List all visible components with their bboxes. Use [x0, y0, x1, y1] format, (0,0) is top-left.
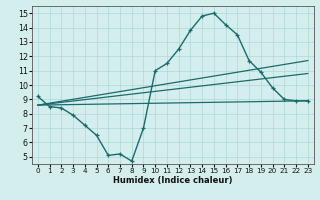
- X-axis label: Humidex (Indice chaleur): Humidex (Indice chaleur): [113, 176, 233, 185]
